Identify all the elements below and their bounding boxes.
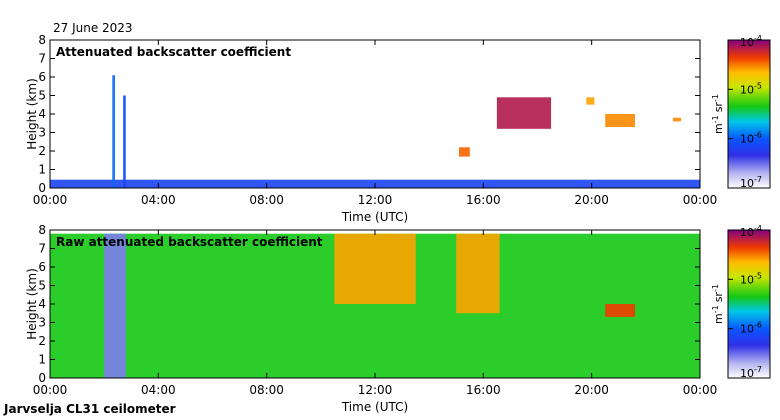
y-tick-label: 0 (38, 181, 46, 195)
panel-title: Attenuated backscatter coefficient (56, 45, 291, 59)
feature-mid-cloud (496, 97, 552, 129)
x-tick-label: 20:00 (574, 193, 609, 207)
y-tick-label: 3 (38, 316, 46, 330)
y-tick-label: 6 (38, 260, 46, 274)
y-tick-label: 5 (38, 279, 46, 293)
feature-precipitation-streak (123, 95, 126, 188)
colorbar-tick-label: 10-6 (740, 321, 762, 336)
x-tick-label: 12:00 (358, 383, 393, 397)
y-tick-label: 2 (38, 334, 46, 348)
x-tick-label: 12:00 (358, 193, 393, 207)
y-tick-label: 4 (38, 107, 46, 121)
y-tick-label: 5 (38, 89, 46, 103)
colorbar-tick-label: 10-6 (740, 131, 762, 146)
x-tick-label: 04:00 (141, 193, 176, 207)
x-tick-label: 04:00 (141, 383, 176, 397)
colorbar-tick-label: 10-7 (740, 365, 762, 380)
colorbar-tick-label: 10-4 (740, 34, 762, 49)
plot-area (50, 40, 700, 188)
station-label: Jarvselja CL31 ceilometer (3, 402, 176, 416)
feature-mid-cloud (586, 97, 595, 105)
date-label: 27 June 2023 (53, 21, 133, 35)
x-tick-label: 00:00 (683, 383, 718, 397)
x-tick-label: 00:00 (683, 193, 718, 207)
y-tick-label: 8 (38, 223, 46, 237)
x-axis-label: Time (UTC) (341, 210, 408, 224)
colorbar-ticks: 10-7 10-6 10-5 10-4 (728, 34, 762, 190)
y-axis-label: Height (km) (25, 78, 39, 149)
attenuated-backscatter-panel: 00:00 04:00 08:00 12:00 16:00 20:00 00:0001234… (25, 33, 771, 224)
x-tick-label: 16:00 (466, 193, 501, 207)
x-tick-label: 20:00 (574, 383, 609, 397)
feature-low-cloud (459, 147, 470, 157)
y-tick-label: 6 (38, 70, 46, 84)
y-tick-label: 1 (38, 163, 46, 177)
y-tick-label: 1 (38, 353, 46, 367)
y-tick-label: 0 (38, 371, 46, 385)
feature-high-noise-period (334, 233, 416, 304)
y-tick-label: 4 (38, 297, 46, 311)
x-tick-label: 00:00 (33, 193, 68, 207)
y-tick-label: 7 (38, 242, 46, 256)
colorbar-tick-label: 10-5 (740, 81, 762, 96)
colorbar-unit: m-1sr-1 (711, 284, 725, 324)
x-tick-label: 08:00 (249, 383, 284, 397)
colorbar-tick-label: 10-4 (740, 224, 762, 239)
feature-high-noise-period (456, 233, 500, 314)
feature-precipitation-streak (112, 75, 115, 188)
colorbar (727, 39, 771, 189)
axis-ticks: 00:00 04:00 08:00 12:00 16:00 20:00 00:0001234… (33, 33, 718, 207)
y-axis-label: Height (km) (25, 268, 39, 339)
colorbar-ticks: 10-7 10-6 10-5 10-4 (728, 224, 762, 380)
colorbar (727, 229, 771, 379)
x-tick-label: 08:00 (249, 193, 284, 207)
colorbar-unit: m-1sr-1 (711, 94, 725, 134)
x-axis-label: Time (UTC) (341, 400, 408, 414)
feature-mid-cloud (605, 114, 635, 127)
feature-mid-cloud (605, 304, 635, 317)
y-tick-label: 2 (38, 144, 46, 158)
raw-backscatter-panel: 00:00 04:00 08:00 12:00 16:00 20:00 00:0001234… (25, 223, 771, 414)
backscatter-features (50, 233, 700, 378)
x-tick-label: 00:00 (33, 383, 68, 397)
axis-ticks: 00:00 04:00 08:00 12:00 16:00 20:00 00:0001234… (33, 223, 718, 397)
colorbar-tick-label: 10-7 (740, 175, 762, 190)
feature-precipitation-column (104, 233, 126, 378)
feature-mid-cloud (672, 117, 681, 122)
x-tick-label: 16:00 (466, 383, 501, 397)
colorbar-tick-label: 10-5 (740, 271, 762, 286)
y-tick-label: 7 (38, 52, 46, 66)
y-tick-label: 3 (38, 126, 46, 140)
y-tick-label: 8 (38, 33, 46, 47)
panel-title: Raw attenuated backscatter coefficient (56, 235, 323, 249)
